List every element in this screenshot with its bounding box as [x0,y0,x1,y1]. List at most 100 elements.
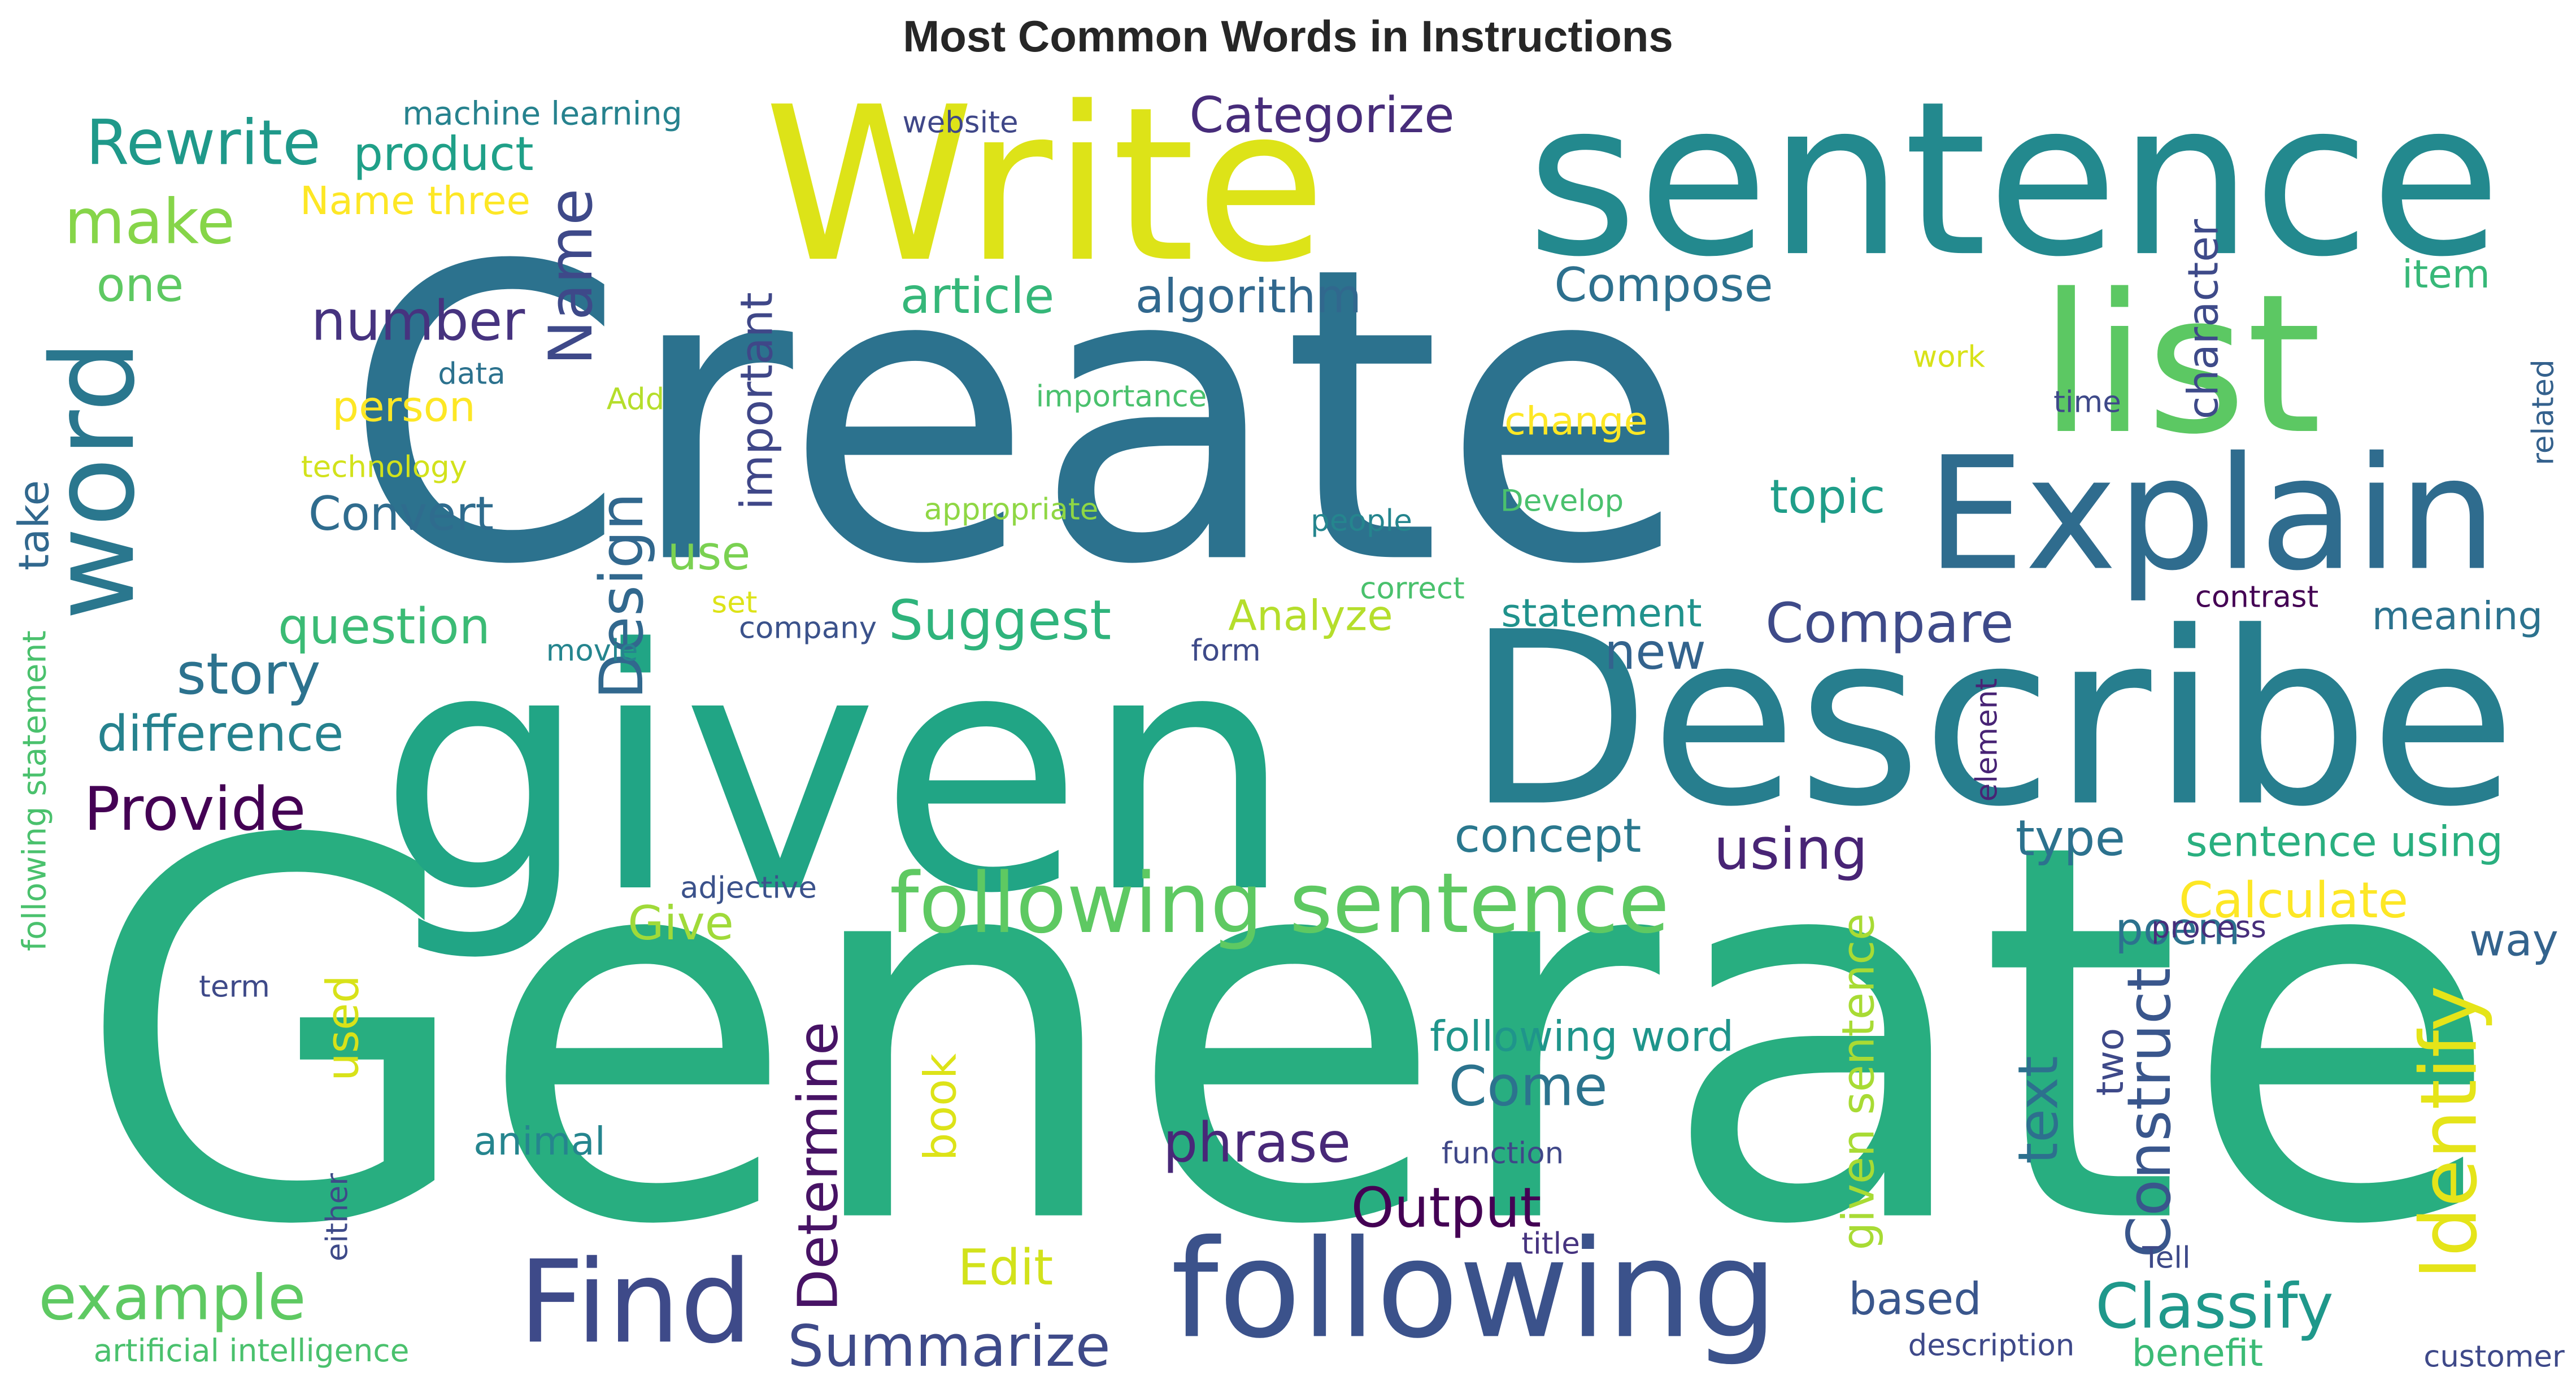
word-take: take [10,480,59,570]
word-add: Add [607,382,665,417]
word-algorithm: algorithm [1135,269,1362,324]
word-customer: customer [2423,1340,2565,1374]
word-following-sentence: following sentence [890,855,1669,952]
word-question: question [278,598,490,655]
word-find: Find [519,1235,752,1369]
word-develop: Develop [1500,484,1624,519]
word-identify: Identify [2404,986,2495,1280]
word-statement: statement [1501,591,1702,636]
word-rewrite: Rewrite [86,106,321,178]
word-benefit: benefit [2132,1331,2263,1375]
word-text: text [2006,1056,2070,1164]
word-analyze: Analyze [1228,592,1393,641]
word-item: item [2402,252,2490,297]
word-name: Name [536,189,606,365]
word-number: number [311,289,525,352]
word-edit: Edit [958,1239,1053,1296]
word-compose: Compose [1554,258,1773,312]
word-topic: topic [1770,469,1886,524]
word-appropriate: appropriate [924,493,1099,527]
word-suggest: Suggest [889,588,1111,652]
word-website: website [902,106,1018,140]
word-based: based [1848,1274,1981,1325]
word-title: title [1521,1227,1580,1261]
word-one: one [97,258,184,312]
word-used: used [317,975,368,1081]
word-process: process [2151,911,2266,945]
word-artificial-intelligence: artificial intelligence [94,1332,410,1369]
word-describe: Describe [1466,581,2516,859]
word-use: use [668,526,751,581]
word-summarize: Summarize [787,1313,1111,1379]
word-following: following [1171,1211,1778,1368]
word-people: people [1311,504,1412,538]
word-give: Give [628,896,734,951]
word-animal: animal [473,1119,606,1164]
word-classify: Classify [2095,1270,2334,1342]
word-time: time [2053,385,2121,420]
word-two: two [2088,1028,2132,1096]
word-element: element [1970,678,2004,802]
word-come: Come [1448,1054,1607,1118]
word-compare: Compare [1765,591,2014,655]
word-using: using [1714,816,1868,882]
word-correct: correct [1360,572,1465,606]
word-concept: concept [1455,808,1642,863]
word-write: Write [764,61,1326,309]
word-calculate: Calculate [2179,872,2408,929]
word-movie: movie [546,634,638,668]
word-word: word [27,340,160,621]
word-make: make [64,185,235,258]
word-following-word: following word [1430,1013,1734,1061]
word-set: set [711,586,757,620]
word-technology: technology [301,450,467,485]
word-form: form [1191,634,1261,668]
word-new: new [1604,623,1706,681]
word-contrast: contrast [2195,580,2319,615]
word-either: either [320,1173,355,1261]
word-related: related [2526,359,2561,465]
word-following-statement: following statement [16,630,54,951]
word-create: Create [343,181,1691,653]
word-name-three: Name three [300,178,530,224]
word-book: book [915,1053,966,1161]
word-example: example [38,1261,306,1334]
word-story: story [176,641,320,707]
word-provide: Provide [84,774,306,844]
word-output: Output [1351,1175,1542,1239]
word-sentence-using: sentence using [2186,818,2503,866]
word-important: important [732,292,782,509]
word-sentence: sentence [1526,55,2501,303]
word-company: company [739,611,877,646]
word-description: description [1908,1329,2075,1363]
word-work: work [1913,340,1986,374]
word-list: list [2039,253,2321,477]
word-article: article [900,267,1055,325]
word-determine: Determine [786,1022,850,1312]
word-character: character [2179,219,2228,419]
word-term: term [199,970,270,1004]
word-explain: Explain [1926,424,2497,605]
word-function: function [1442,1136,1564,1171]
word-change: change [1504,399,1648,444]
word-importance: importance [1036,380,1207,414]
word-phrase: phrase [1163,1110,1351,1174]
word-adjective: adjective [680,871,817,905]
chart-title: Most Common Words in Instructions [903,11,1673,61]
word-person: person [332,383,476,432]
word-poem: poem [2115,904,2240,955]
word-construct: Construct [2114,968,2184,1257]
word-product: product [353,127,533,181]
word-categorize: Categorize [1189,86,1454,144]
word-tell: Tell [2142,1241,2190,1275]
word-generate: Generate [75,733,2502,1338]
word-given: given [378,578,1294,966]
word-data: data [438,357,505,391]
word-meaning: meaning [2372,594,2543,639]
word-machine-learning: machine learning [402,95,682,133]
word-type: type [2016,809,2125,867]
word-given-sentence: given sentence [1833,913,1884,1251]
word-way: way [2469,915,2558,966]
word-difference: difference [97,705,344,763]
